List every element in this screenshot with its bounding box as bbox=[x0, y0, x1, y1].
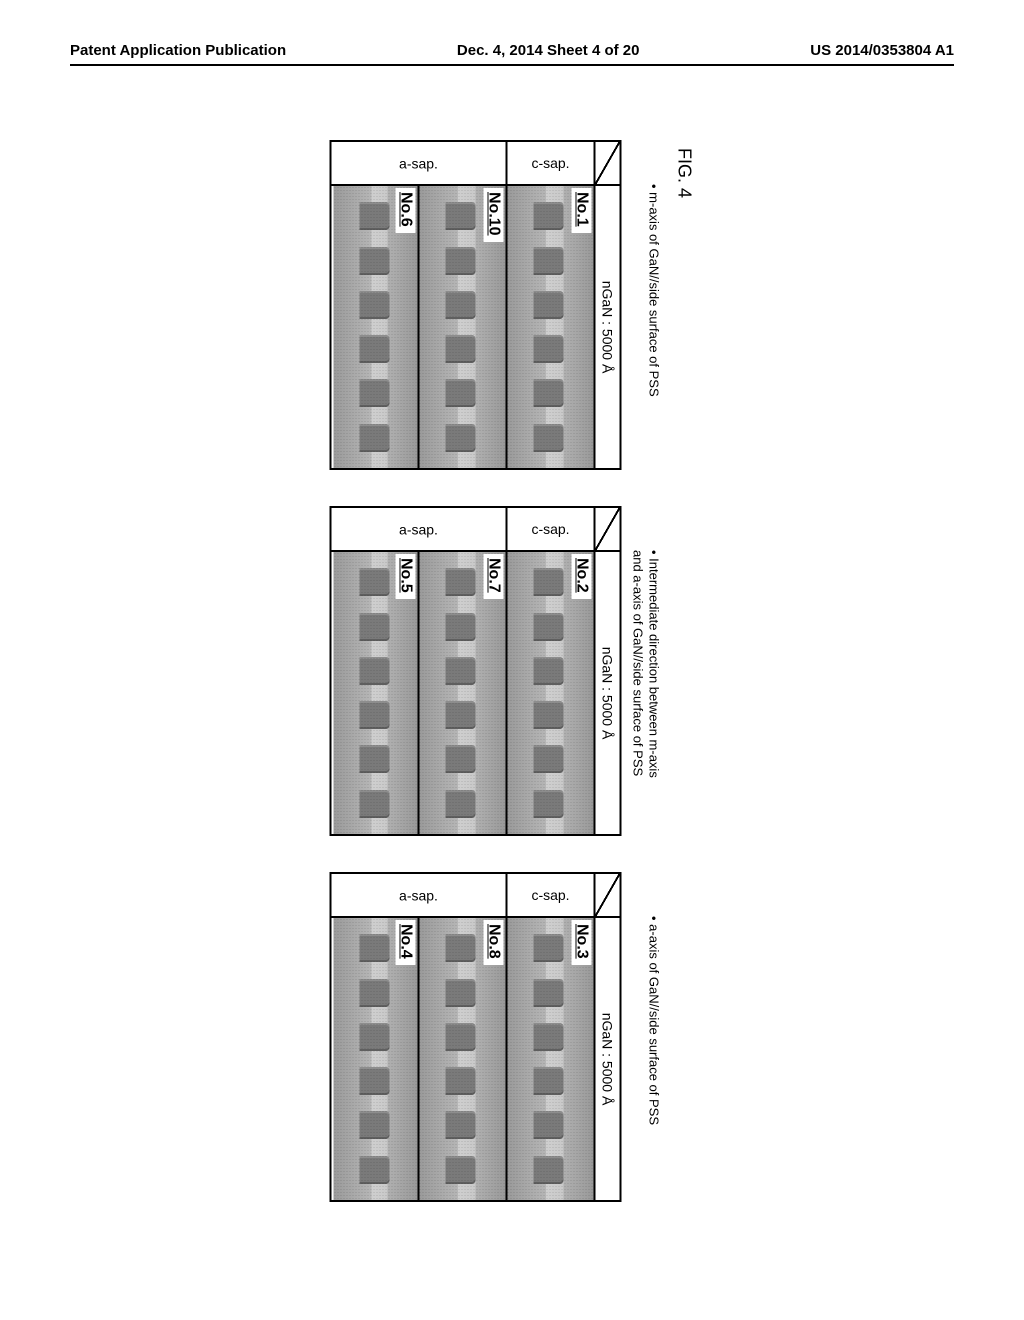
panel-caption: • m-axis of GaN//side surface of PSS bbox=[628, 140, 662, 470]
sample-label: No.1 bbox=[572, 188, 592, 233]
figure-panels: • m-axis of GaN//side surface of PSS nGaN… bbox=[330, 140, 662, 1220]
corner-diagonal bbox=[596, 874, 620, 918]
sem-image: No.10 bbox=[420, 186, 506, 468]
row-side-label: c-sap. bbox=[508, 142, 594, 186]
panel-row: c-sap.No.3 bbox=[508, 874, 594, 1200]
pub-number: US 2014/0353804 A1 bbox=[810, 42, 954, 59]
sample-label: No.4 bbox=[396, 920, 416, 965]
panel-table: nGaN : 5000 Åc-sap.No.2a-sap.No.7No.5 bbox=[330, 506, 622, 836]
sample-label: No.3 bbox=[572, 920, 592, 965]
sample-label: No.6 bbox=[396, 188, 416, 233]
panel: • m-axis of GaN//side surface of PSS nGaN… bbox=[330, 140, 662, 470]
sem-image: No.2 bbox=[508, 552, 594, 834]
sample-label: No.5 bbox=[396, 554, 416, 599]
column-header: nGaN : 5000 Å bbox=[596, 918, 620, 1200]
panel-row: c-sap.No.2 bbox=[508, 508, 594, 834]
panel-row: a-sap.No.7 No.5 bbox=[332, 508, 508, 834]
figure-label: FIG. 4 bbox=[674, 148, 695, 1220]
header-rule bbox=[70, 64, 954, 66]
panel-table: nGaN : 5000 Åc-sap.No.3a-sap.No.8No.4 bbox=[330, 872, 622, 1202]
sem-image: No.7 bbox=[420, 552, 506, 834]
sample-label: No.8 bbox=[484, 920, 504, 965]
row-side-label: c-sap. bbox=[508, 508, 594, 552]
pub-type: Patent Application Publication bbox=[70, 42, 286, 59]
sample-label: No.7 bbox=[484, 554, 504, 599]
sem-image: No.1 bbox=[508, 186, 594, 468]
panel: • a-axis of GaN//side surface of PSS nGaN… bbox=[330, 872, 662, 1202]
sem-image: No.3 bbox=[508, 918, 594, 1200]
sem-image: No.6 bbox=[334, 186, 420, 468]
row-side-label: a-sap. bbox=[332, 874, 506, 918]
column-header: nGaN : 5000 Å bbox=[596, 186, 620, 468]
row-side-label: c-sap. bbox=[508, 874, 594, 918]
row-side-label: a-sap. bbox=[332, 142, 506, 186]
panel: • Intermediate direction between m-axis … bbox=[330, 506, 662, 836]
panel-row: a-sap.No.8 No.4 bbox=[332, 874, 508, 1200]
row-side-label: a-sap. bbox=[332, 508, 506, 552]
panel-row: a-sap.No.10 No.6 bbox=[332, 142, 508, 468]
sem-image: No.4 bbox=[334, 918, 420, 1200]
sample-label: No.2 bbox=[572, 554, 592, 599]
sem-image: No.5 bbox=[334, 552, 420, 834]
page-header: Patent Application Publication Dec. 4, 2… bbox=[0, 42, 1024, 59]
panel-caption: • a-axis of GaN//side surface of PSS bbox=[628, 872, 662, 1202]
figure-content: FIG. 4 • m-axis of GaN//side surface of … bbox=[330, 140, 695, 1220]
sample-label: No.10 bbox=[484, 188, 504, 242]
panel-row: c-sap.No.1 bbox=[508, 142, 594, 468]
panel-caption: • Intermediate direction between m-axis … bbox=[628, 506, 662, 836]
panel-table: nGaN : 5000 Åc-sap.No.1a-sap.No.10No.6 bbox=[330, 140, 622, 470]
column-header: nGaN : 5000 Å bbox=[596, 552, 620, 834]
sem-image: No.8 bbox=[420, 918, 506, 1200]
corner-diagonal bbox=[596, 142, 620, 186]
corner-diagonal bbox=[596, 508, 620, 552]
pub-date-sheet: Dec. 4, 2014 Sheet 4 of 20 bbox=[457, 42, 640, 59]
